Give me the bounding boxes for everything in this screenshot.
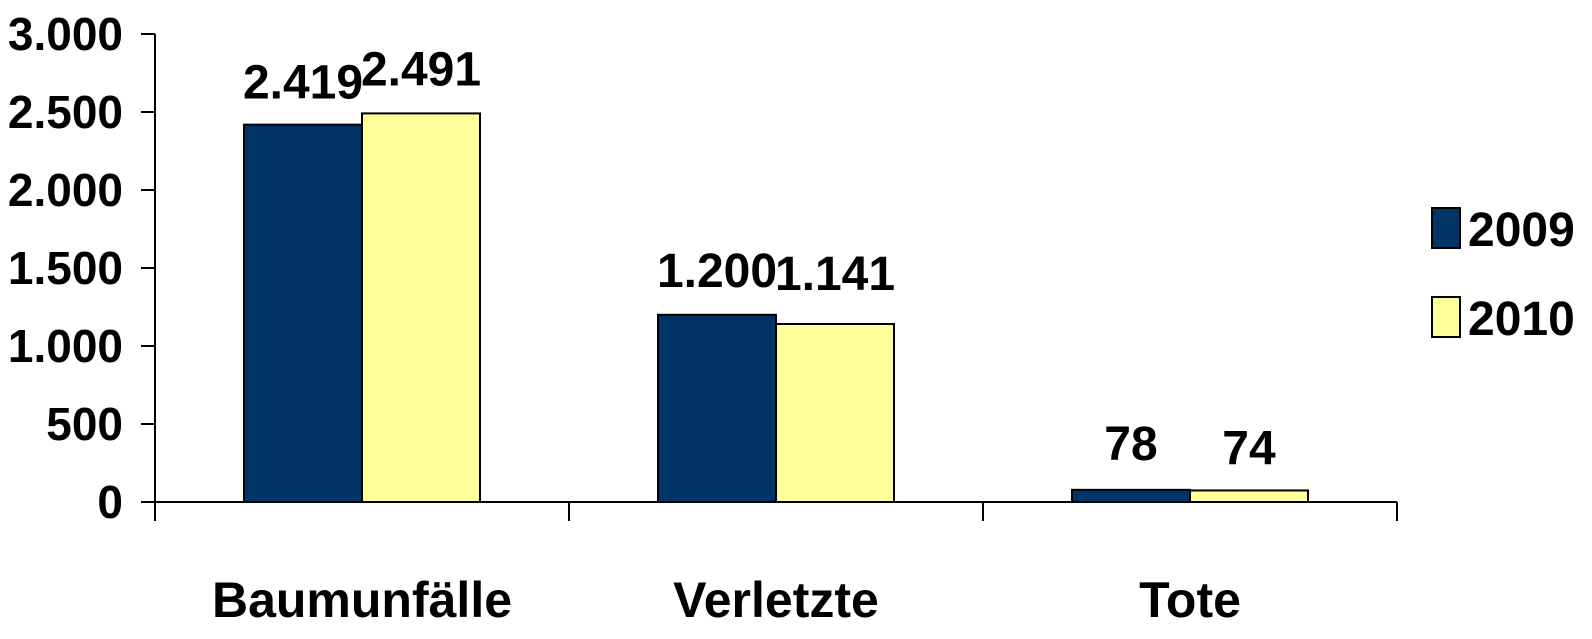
y-tick-label: 1.000 xyxy=(8,320,123,372)
x-category-label: Baumunfälle xyxy=(212,572,512,628)
y-tick-label: 2.000 xyxy=(8,164,123,216)
bar-2009-2 xyxy=(1071,488,1191,504)
y-tick-label: 0 xyxy=(97,476,123,528)
x-category-label: Verletzte xyxy=(673,572,879,628)
legend-swatch-2009 xyxy=(1431,207,1461,249)
y-tick-label: 3.000 xyxy=(8,8,123,60)
data-label: 74 xyxy=(1222,422,1276,475)
data-label: 1.141 xyxy=(775,248,895,301)
data-label: 78 xyxy=(1104,418,1157,471)
y-tick-label: 1.500 xyxy=(8,242,123,294)
y-tick-label: 500 xyxy=(46,398,123,450)
data-label: 1.200 xyxy=(657,245,777,298)
legend: 2009 2010 xyxy=(1431,204,1575,346)
legend-label: 2009 xyxy=(1468,204,1575,257)
bars xyxy=(243,112,1309,504)
x-category-label: Tote xyxy=(1139,572,1241,628)
bar-2010-2 xyxy=(1189,489,1309,503)
bar-2010-0 xyxy=(361,112,481,504)
data-label: 2.491 xyxy=(361,43,481,96)
y-tick-label: 2.500 xyxy=(8,86,123,138)
bar-2010-1 xyxy=(775,323,895,503)
legend-label: 2010 xyxy=(1468,293,1575,346)
legend-swatch-2010 xyxy=(1431,296,1461,338)
axes: 0 500 1.000 1.500 2.000 2.500 3.000 Baumunfälle… xyxy=(8,8,1398,628)
data-label: 2.419 xyxy=(243,57,363,110)
bar-2009-1 xyxy=(657,313,777,503)
bar-2009-0 xyxy=(243,123,363,504)
data-labels: 2.419 1.200 78 2.491 1.141 74 xyxy=(243,43,1276,475)
